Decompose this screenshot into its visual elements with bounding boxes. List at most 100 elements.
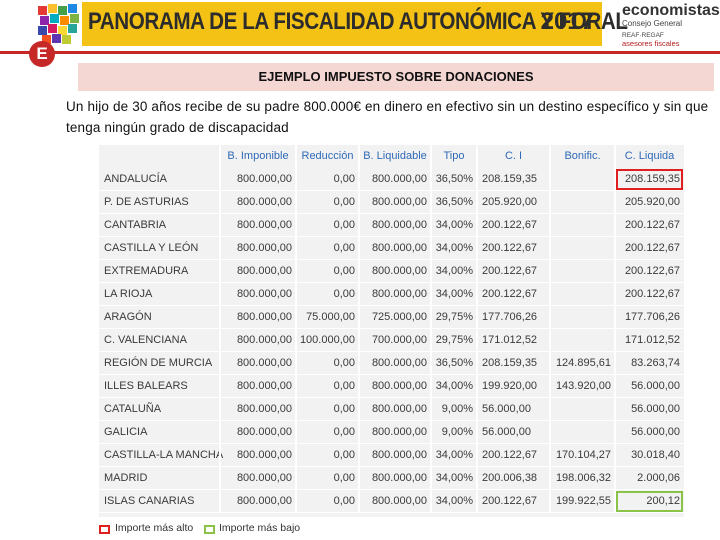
table-header-row: B. Imponible Reducción B. Liquidable Tipo C.… [99, 145, 684, 168]
cell-tax-credit: 198.006,32 [555, 472, 611, 484]
cell-region: P. DE ASTURIAS [104, 196, 189, 208]
cell-rate: 34,00% [435, 265, 473, 277]
cell-taxable-base: 800.000,00 [236, 288, 292, 300]
legend-high-label: Importe más alto [115, 522, 194, 534]
cell-reduction: 0,00 [333, 219, 355, 231]
column-divider [614, 145, 616, 513]
cell-reduction: 0,00 [333, 380, 355, 392]
cell-net-taxable-base: 800.000,00 [371, 357, 427, 369]
cell-reduction: 100.000,00 [299, 334, 355, 346]
column-divider [295, 145, 297, 513]
cell-net-taxable-base: 800.000,00 [371, 449, 427, 461]
cell-tax-credit [550, 306, 615, 329]
cell-reduction: 0,00 [333, 196, 355, 208]
cell-net-tax: 171.012,52 [624, 334, 680, 346]
cell-gross-tax: 200.122,67 [482, 449, 538, 461]
cell-tax-credit [550, 191, 615, 214]
row-divider [99, 397, 684, 398]
cell-net-taxable-base: 800.000,00 [371, 403, 427, 415]
row-divider [99, 259, 684, 260]
cell-net-taxable-base: 800.000,00 [371, 472, 427, 484]
cell-gross-tax: 56.000,00 [482, 426, 531, 438]
cell-rate: 9,00% [441, 403, 473, 415]
table-row: ANDALUCÍA 800.000,00 0,00 800.000,00 36,50% 2… [99, 168, 684, 191]
cell-gross-tax: 205.920,00 [482, 196, 538, 208]
cell-taxable-base: 800.000,00 [236, 334, 292, 346]
cell-rate: 34,00% [435, 449, 473, 461]
cell-taxable-base: 800.000,00 [236, 495, 292, 507]
cell-taxable-base: 800.000,00 [236, 311, 292, 323]
cell-region: ARAGÓN [104, 311, 152, 323]
cell-tax-credit [550, 329, 615, 352]
cell-taxable-base: 800.000,00 [236, 380, 292, 392]
cell-net-tax: 2.000,06 [637, 472, 680, 484]
lowest-amount-highlight [616, 491, 683, 512]
cell-region: ISLAS CANARIAS [104, 495, 195, 507]
cell-net-taxable-base: 800.000,00 [371, 495, 427, 507]
cell-region: CATALUÑA [104, 403, 162, 415]
column-divider [476, 145, 478, 513]
table-row: REGIÓN DE MURCIA 800.000,00 0,00 800.000,00… [99, 352, 684, 375]
cell-net-taxable-base: 800.000,00 [371, 288, 427, 300]
column-divider [219, 145, 221, 513]
cell-net-tax: 83.263,74 [631, 357, 680, 369]
slide-title-band: EJEMPLO IMPUESTO SOBRE DONACIONES [78, 63, 714, 91]
brand-name: economistas [622, 2, 720, 19]
header-cell-reduction: Reducción [301, 150, 354, 162]
row-divider [99, 282, 684, 283]
header-cell-gross-tax: C. I [504, 150, 523, 162]
header-cell-net-taxable-base: B. Liquidable [363, 150, 427, 162]
cell-net-taxable-base: 800.000,00 [371, 426, 427, 438]
legend-high-swatch [99, 525, 110, 534]
cell-reduction: 0,00 [333, 403, 355, 415]
cell-rate: 34,00% [435, 472, 473, 484]
cell-gross-tax: 200.122,67 [482, 265, 538, 277]
header-title: PANORAMA DE LA FISCALIDAD AUTONÓMICA Y F… [88, 8, 628, 35]
table-row: CASTILLA Y LEÓN 800.000,00 0,00 800.000,00 3… [99, 237, 684, 260]
column-divider [430, 145, 432, 513]
cell-taxable-base: 800.000,00 [236, 403, 292, 415]
row-divider [99, 328, 684, 329]
cell-rate: 34,00% [435, 380, 473, 392]
row-divider [99, 466, 684, 467]
column-divider [358, 145, 360, 513]
table-row: P. DE ASTURIAS 800.000,00 0,00 800.000,00 36… [99, 191, 684, 214]
row-divider [99, 190, 684, 191]
cell-reduction: 0,00 [333, 265, 355, 277]
cell-region: ANDALUCÍA [104, 173, 167, 185]
cell-region: CASTILLA-LA MANCHA [104, 449, 224, 461]
cell-net-tax: 200.122,67 [624, 265, 680, 277]
cell-net-tax: 200.122,67 [624, 288, 680, 300]
table-row: EXTREMADURA 800.000,00 0,00 800.000,00 34,00… [99, 260, 684, 283]
donations-tax-table: B. Imponible Reducción B. Liquidable Tipo C.… [99, 145, 684, 517]
cell-gross-tax: 199.920,00 [482, 380, 538, 392]
cell-reduction: 0,00 [333, 449, 355, 461]
cell-net-tax: 30.018,40 [631, 449, 680, 461]
table-row: GALICIA 800.000,00 0,00 800.000,00 9,00% 56.0… [99, 421, 684, 444]
cell-taxable-base: 800.000,00 [236, 449, 292, 461]
cell-region: EXTREMADURA [104, 265, 189, 277]
table-row: CATALUÑA 800.000,00 0,00 800.000,00 9,00% 56.… [99, 398, 684, 421]
row-divider [99, 489, 684, 490]
cell-tax-credit [550, 214, 615, 237]
table-row: C. VALENCIANA 800.000,00 100.000,00 700.000… [99, 329, 684, 352]
cell-rate: 9,00% [441, 426, 473, 438]
row-divider [99, 443, 684, 444]
brand-subtitle: Consejo General [622, 19, 683, 28]
legend-low-label: Importe más bajo [219, 522, 301, 534]
row-divider [99, 236, 684, 237]
cell-gross-tax: 200.122,67 [482, 495, 538, 507]
e-badge-icon: E [29, 41, 55, 67]
cell-net-taxable-base: 725.000,00 [371, 311, 427, 323]
cell-tax-credit: 124.895,61 [555, 357, 611, 369]
legend-low-swatch [204, 525, 215, 534]
row-divider [99, 213, 684, 214]
cell-tax-credit [550, 283, 615, 306]
cell-tax-credit [550, 237, 615, 260]
cell-rate: 34,00% [435, 288, 473, 300]
slide-title: EJEMPLO IMPUESTO SOBRE DONACIONES [258, 69, 534, 84]
cell-net-taxable-base: 800.000,00 [371, 265, 427, 277]
cell-rate: 34,00% [435, 495, 473, 507]
cell-taxable-base: 800.000,00 [236, 426, 292, 438]
cell-tax-credit [550, 260, 615, 283]
